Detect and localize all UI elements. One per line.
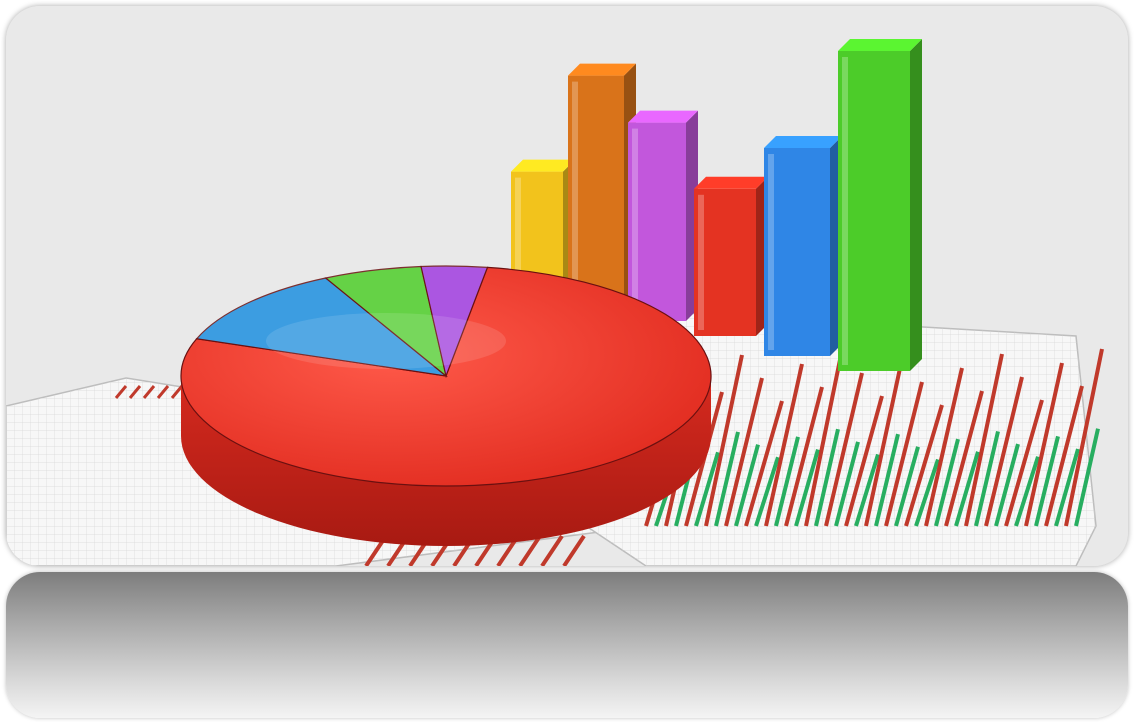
pie-side [181, 376, 711, 546]
pie-slice-2 [195, 277, 449, 377]
paper-stripe-green [814, 428, 840, 527]
paper-stripe-red [804, 349, 844, 527]
paper-stripe-red [824, 372, 864, 527]
paper-stripe-red [128, 385, 142, 399]
chart-illustration [6, 6, 1128, 566]
paper-stripe-green [894, 446, 920, 527]
paper-stripe-red [864, 358, 904, 527]
paper-stripe-red [924, 367, 964, 527]
bar-2 [568, 63, 636, 306]
paper-stripe-red [114, 385, 128, 399]
bar-5 [764, 136, 842, 356]
paper-stripe-red [170, 385, 184, 399]
paper-stripe-green [914, 458, 940, 527]
paper-stripe-red [1044, 385, 1084, 527]
paper-stripe-green [974, 430, 1000, 527]
3d-pie-group [180, 265, 712, 546]
paper-stripe-red [904, 404, 944, 527]
bar-highlight [698, 194, 704, 330]
bar-front [838, 51, 910, 371]
bar-front [694, 188, 756, 336]
bar-top [568, 63, 636, 76]
paper-stripe-green [754, 456, 780, 527]
paper-stripe-red [156, 385, 170, 399]
bar-front [628, 122, 686, 321]
paper-stripe-green [934, 438, 960, 527]
3d-bar-group [511, 39, 922, 371]
pie-highlight [266, 313, 506, 369]
paper-stripe-red [964, 353, 1004, 527]
bar-front [568, 75, 624, 306]
bar-3 [628, 110, 698, 321]
bar-4 [694, 176, 768, 336]
pie-slice-4 [420, 265, 489, 379]
bar-side [910, 39, 922, 371]
bar-top [764, 136, 842, 148]
bar-highlight [515, 177, 521, 300]
paper-stripe-red [724, 377, 764, 527]
paper-stripe-green [774, 436, 800, 527]
paper-stripe-green [734, 444, 760, 527]
paper-stripe-green [694, 451, 720, 527]
paper-stripe-red [1064, 348, 1104, 527]
paper-stripe-red [884, 381, 924, 527]
paper-stripe-green [714, 431, 740, 527]
bar-top [838, 39, 922, 51]
paper-stripe-green [794, 448, 820, 527]
paper-stripe-red [1024, 362, 1064, 527]
paper-stripe-green [954, 451, 980, 527]
paper-stripe-red [764, 363, 804, 527]
paper-stripe-red [984, 376, 1024, 527]
paper-stripe-red [518, 534, 542, 566]
paper-stripe-red [1004, 399, 1044, 527]
paper-stripe-red [944, 390, 984, 527]
paper-stripe-green [994, 443, 1020, 527]
paper-stripe-green [1034, 435, 1060, 527]
bar-highlight [572, 81, 578, 300]
paper-stripe-red [744, 400, 784, 527]
bar-6 [838, 39, 922, 371]
paper-stripe-red [844, 395, 884, 527]
bar-highlight [768, 154, 774, 350]
bar-highlight [632, 128, 638, 315]
paper-stripe-red [540, 534, 564, 566]
chart-illustration-frame [6, 6, 1128, 566]
paper-stripe-red [704, 354, 744, 527]
bar-highlight [842, 57, 848, 365]
bar-top [694, 176, 768, 189]
bar-top [628, 110, 698, 123]
mirror-reflection [6, 572, 1128, 718]
bar-front [764, 148, 830, 356]
paper-stripe-green [854, 453, 880, 527]
paper-stripe-green [1014, 456, 1040, 527]
paper-stripe-red [562, 534, 586, 566]
paper-stripe-green [1074, 428, 1100, 527]
paper-stripe-red [142, 385, 156, 399]
paper-stripe-green [874, 433, 900, 527]
paper-stripe-red [784, 386, 824, 527]
paper-stripe-green [1054, 448, 1080, 527]
bar-top [511, 159, 575, 172]
paper-stripe-green [834, 441, 860, 527]
